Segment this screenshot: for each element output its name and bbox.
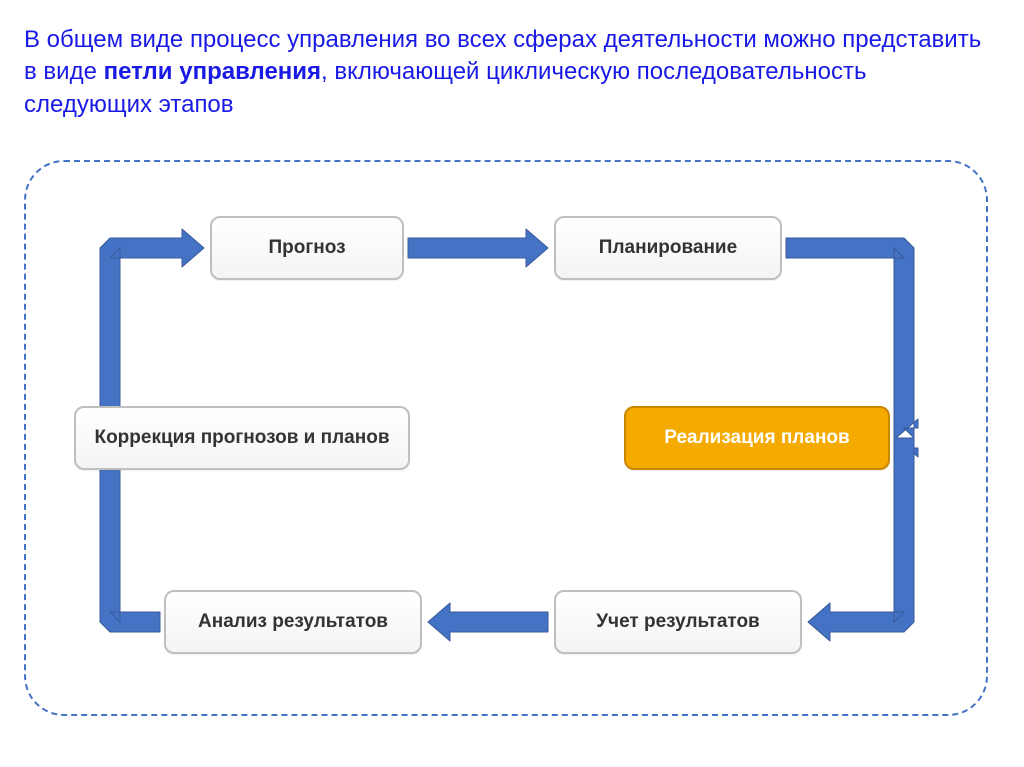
stage-label: Учет результатов [596, 612, 760, 633]
stage-label: Прогноз [268, 238, 345, 259]
stage-label: Реализация планов [664, 428, 849, 449]
stage-label: Анализ результатов [198, 612, 388, 633]
arrow-a4 [428, 603, 548, 641]
stage-uchet: Учет результатов [554, 590, 802, 654]
stage-label: Планирование [599, 238, 737, 259]
stage-planirovanie: Планирование [554, 216, 782, 280]
arrow-layer [0, 0, 1024, 767]
stage-prognoz: Прогноз [210, 216, 404, 280]
stage-label: Коррекция прогнозов и планов [94, 428, 389, 449]
stage-realizatsiya: Реализация планов [624, 406, 890, 470]
arrow-a1 [408, 229, 548, 267]
stage-korrektsiya: Коррекция прогнозов и планов [74, 406, 410, 470]
stage-analiz: Анализ результатов [164, 590, 422, 654]
